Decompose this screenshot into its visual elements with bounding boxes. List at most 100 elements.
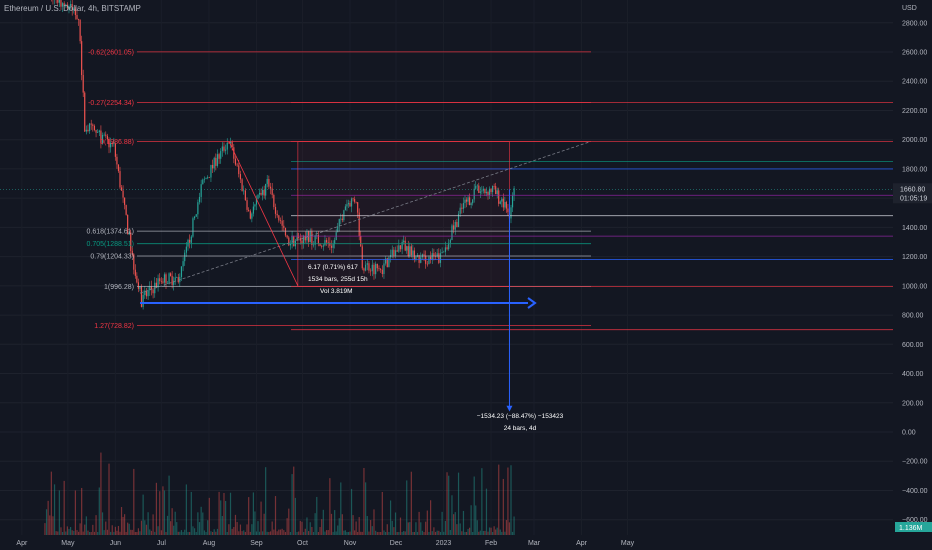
volume-bar [176,522,178,535]
volume-bar [193,528,196,535]
candle-body [349,203,351,207]
candle-body [462,203,465,209]
candle-body [195,214,197,217]
volume-bar [197,512,199,535]
volume-bar [433,527,435,535]
y-tick-label: −400.00 [902,488,928,495]
candle-body [317,234,320,244]
volume-bar [136,531,138,535]
candle-body [120,187,123,191]
volume-bar [210,531,212,535]
volume-bar [127,522,129,535]
x-tick-label: Jun [110,540,121,547]
candle-body [246,200,248,210]
candle-body [98,130,100,133]
candle-body [330,245,333,248]
y-tick-label: 2600.00 [902,50,927,57]
candle-body [101,134,104,144]
blue-arrowhead-v [506,405,513,412]
range-annotation: 6.17 (0.71%) 617 [308,264,358,271]
candle-body [262,189,264,195]
volume-bar [92,524,94,535]
volume-bar [239,524,242,535]
candle-body [341,218,343,221]
volume-bar [73,530,75,535]
candle-body [229,141,232,144]
candle-body [152,289,154,294]
candle-body [203,178,206,180]
candle-body [385,258,387,264]
candle-body [329,242,331,246]
candle-body [108,139,110,148]
volume-bar [84,524,86,535]
candle-body [254,204,256,207]
volume-bar [195,531,197,535]
volume-bar [470,505,472,535]
volume-bar [478,531,480,535]
volume-bar [269,531,272,535]
volume-bar [122,516,124,535]
volume-bar [243,530,245,535]
volume-bar [157,526,159,535]
volume-bar [361,531,363,535]
volume-bar [507,467,509,535]
fib-label: 0.79(1204.33) [90,253,134,260]
volume-bar [160,530,162,535]
candle-body [380,269,382,270]
volume-bar [215,531,217,535]
volume-bar [171,508,173,535]
candle-body [344,206,346,211]
candle-body [371,264,373,272]
candle-body [444,247,446,252]
volume-bar [114,526,116,535]
volume-bar [386,524,388,535]
volume-bar [225,500,227,535]
candle-body [381,269,383,275]
candle-body [208,177,210,178]
volume-bar [144,520,146,535]
candle-body [225,149,227,151]
candle-body [283,225,285,228]
candle-body [128,232,130,235]
x-tick-label: Jul [157,540,166,547]
volume-bar [446,472,448,535]
y-tick-label: 600.00 [902,342,924,349]
volume-bar [281,528,283,535]
fib-label: 0.618(1374.61) [87,229,134,236]
candle-body [434,256,437,257]
candle-body [482,188,484,191]
candle-body [84,92,86,132]
price-axis[interactable]: 2800.00 2600.00 2400.00 2200.00 2000.00 1800.… [893,5,932,532]
time-axis[interactable]: Apr May Jun Jul Aug Sep Oct Nov Dec 2023 Feb Mar Apr… [16,540,634,547]
volume-bar [335,531,337,535]
x-tick-label: Nov [344,540,357,547]
volume-bar [293,466,295,535]
volume-bar [221,516,223,535]
volume-bar [142,494,144,535]
candle-body [61,3,64,7]
y-tick-label: 0.00 [902,430,916,437]
candle-body [502,198,504,208]
volume-bar [216,528,219,535]
candle-body [185,246,187,253]
candle-body [268,178,270,187]
volume-bar [467,528,469,535]
candle-body [281,220,283,226]
volume-bar [343,530,345,535]
candle-body [479,191,481,193]
volume-bar [461,531,463,535]
candle-body [473,188,475,200]
volume-bar [311,526,313,535]
candle-body [410,246,412,256]
drawing-overlays: -0.62(2601.05) -0.27(2254.34) 0(1986.88) 0.… [0,49,893,432]
volume-label-box [895,522,932,532]
volume-bar [439,531,442,535]
volume-bar [251,524,253,535]
volume-bar [65,531,67,535]
volume-bar [303,531,305,535]
volume-bar [71,530,73,535]
volume-bar [407,522,409,535]
volume-bar [147,512,149,535]
volume-bar [453,514,455,535]
